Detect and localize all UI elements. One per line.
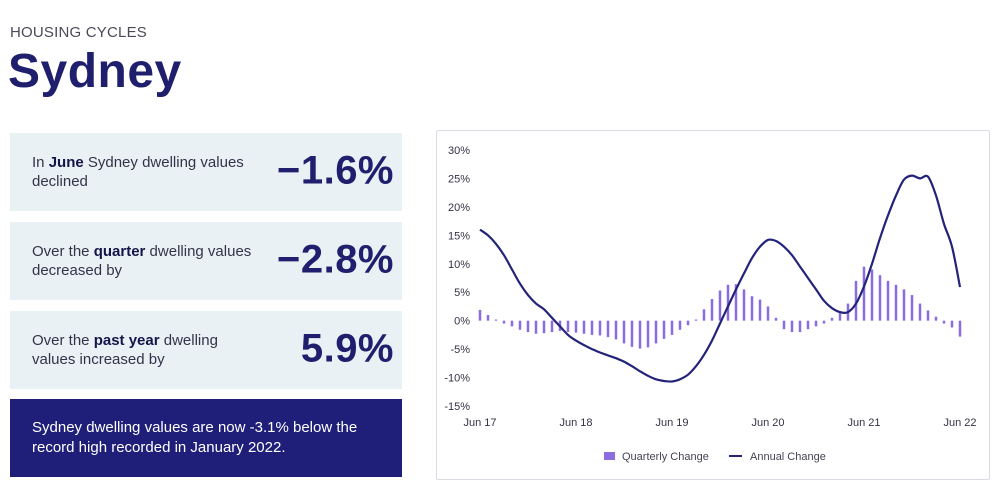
- quarterly-change-bar: [950, 320, 954, 328]
- quarterly-change-bar: [894, 284, 898, 321]
- quarterly-change-bar: [606, 320, 610, 338]
- quarterly-change-bar: [790, 320, 794, 333]
- y-tick-label: 15%: [448, 230, 470, 242]
- legend-label-quarterly: Quarterly Change: [622, 451, 709, 463]
- quarterly-change-bar: [566, 320, 570, 333]
- quarterly-change-bar: [614, 320, 618, 340]
- quarterly-change-bar: [806, 320, 810, 330]
- legend-swatch-quarterly: [604, 452, 615, 460]
- stat-label-quarter: Over the quarter dwelling values decreas…: [32, 243, 252, 279]
- quarterly-change-bar: [878, 275, 882, 321]
- quarterly-change-bar: [798, 320, 802, 333]
- quarterly-change-bar: [550, 320, 554, 333]
- quarterly-change-bar: [494, 319, 498, 321]
- page-title: Sydney: [8, 45, 182, 98]
- quarterly-change-bar: [758, 299, 762, 321]
- quarterly-change-bar: [870, 269, 874, 321]
- quarterly-change-bar: [814, 320, 818, 327]
- quarterly-change-bar: [942, 320, 946, 324]
- quarterly-change-bar: [782, 320, 786, 330]
- quarterly-change-bar: [638, 320, 642, 349]
- quarterly-change-bar: [918, 303, 922, 321]
- stat-label-month: In June Sydney dwelling values declined: [32, 154, 244, 190]
- quarterly-change-bar: [934, 316, 938, 321]
- annual-change-line: [479, 174, 962, 383]
- x-tick-label: Jun 22: [943, 417, 976, 429]
- y-tick-label: 10%: [448, 259, 470, 271]
- quarterly-change-bar: [542, 320, 546, 334]
- quarterly-change-bar: [686, 320, 690, 326]
- stat-value-month: −1.6%: [276, 148, 394, 193]
- record-high-note-text: Sydney dwelling values are now -3.1% bel…: [32, 419, 358, 456]
- housing-cycle-chart: -15% -10% -5% 0% 5% 10% 15% 20% 25% 30% Jun 17 Jun …: [444, 145, 976, 463]
- quarterly-change-bar: [710, 299, 714, 321]
- quarterly-change-bar: [910, 295, 914, 321]
- housing-cycle-chart-card: -15% -10% -5% 0% 5% 10% 15% 20% 25% 30% Jun 17 Jun …: [436, 130, 990, 480]
- y-tick-label: 5%: [454, 287, 470, 299]
- quarterly-change-bar: [526, 320, 530, 333]
- quarterly-change-bar: [670, 320, 674, 335]
- y-tick-label: -10%: [444, 373, 470, 385]
- quarterly-change-bar: [534, 320, 538, 334]
- quarterly-change-bar: [646, 320, 650, 348]
- quarterly-change-bar: [654, 320, 658, 344]
- quarterly-change-bar: [598, 320, 602, 336]
- y-tick-label: 25%: [448, 173, 470, 185]
- quarterly-change-bar: [750, 296, 754, 321]
- quarterly-change-bar: [862, 266, 866, 321]
- quarterly-change-bar: [854, 280, 858, 321]
- quarterly-change-bar: [630, 320, 634, 347]
- x-tick-label: Jun 21: [847, 417, 880, 429]
- quarterly-change-bar: [734, 284, 738, 321]
- quarterly-change-bar: [502, 320, 506, 324]
- quarterly-change-bar: [766, 306, 770, 321]
- quarterly-change-bar: [958, 320, 962, 337]
- y-tick-label: -5%: [450, 344, 470, 356]
- y-tick-label: 30%: [448, 145, 470, 157]
- quarterly-change-bar: [574, 320, 578, 333]
- legend-label-annual: Annual Change: [750, 451, 826, 463]
- x-tick-label: Jun 18: [559, 417, 592, 429]
- quarterly-change-bar: [822, 320, 826, 324]
- quarterly-change-bar: [838, 312, 842, 321]
- quarterly-change-bar: [702, 309, 706, 321]
- y-tick-label: 20%: [448, 202, 470, 214]
- quarterly-change-bar: [830, 317, 834, 321]
- quarterly-change-bar: [742, 289, 746, 321]
- quarterly-change-bar: [902, 289, 906, 321]
- quarterly-change-bar: [886, 280, 890, 321]
- quarterly-change-bar: [518, 320, 522, 330]
- x-tick-label: Jun 19: [655, 417, 688, 429]
- x-tick-label: Jun 17: [463, 417, 496, 429]
- quarterly-change-bar: [694, 319, 698, 321]
- quarterly-change-bar: [478, 309, 482, 321]
- quarterly-change-bar: [926, 310, 930, 321]
- quarterly-change-bar: [486, 314, 490, 321]
- x-tick-label: Jun 20: [751, 417, 784, 429]
- quarterly-change-bar: [718, 290, 722, 321]
- stat-panel-quarter: Over the quarter dwelling values decreas…: [10, 222, 402, 300]
- quarterly-change-bar: [590, 320, 594, 335]
- quarterly-change-bar: [510, 320, 514, 327]
- section-kicker: HOUSING CYCLES: [10, 24, 147, 41]
- record-high-note: Sydney dwelling values are now -3.1% bel…: [10, 399, 402, 477]
- quarterly-change-bar: [582, 320, 586, 334]
- quarterly-change-bar: [678, 320, 682, 330]
- quarterly-change-bar: [662, 320, 666, 339]
- quarterly-change-bar: [726, 284, 730, 321]
- quarterly-change-bar: [774, 317, 778, 321]
- stat-label-year: Over the past year dwelling values incre…: [32, 332, 218, 368]
- y-tick-label: 0%: [454, 316, 470, 328]
- stat-panel-year: Over the past year dwelling values incre…: [10, 311, 402, 389]
- stat-panel-month: In June Sydney dwelling values declined …: [10, 133, 402, 211]
- stat-value-quarter: −2.8%: [276, 237, 394, 282]
- y-tick-label: -15%: [444, 401, 470, 413]
- quarterly-change-bar: [622, 320, 626, 344]
- stat-value-year: 5.9%: [300, 326, 394, 371]
